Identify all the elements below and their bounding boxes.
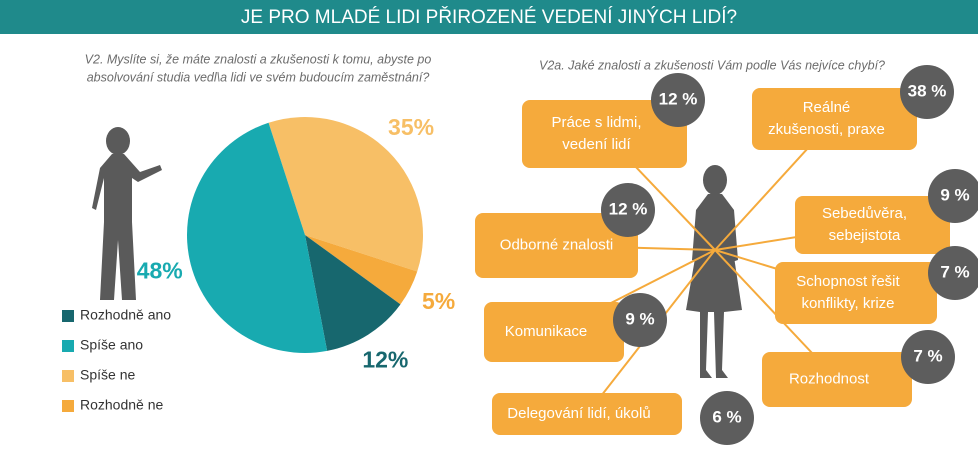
callout-box bbox=[484, 302, 624, 362]
callout-value: 7 % bbox=[913, 346, 942, 365]
callout-box bbox=[522, 100, 687, 168]
callout-label: Sebedůvěra, bbox=[822, 205, 907, 222]
callouts: Práce s lidmi, vedení lidí 12 % Reálné zkuše… bbox=[475, 65, 978, 445]
question: V2. Myslíte si, že máte znalosti a zkuše… bbox=[85, 52, 432, 66]
callout-value: 38 % bbox=[908, 81, 947, 100]
callout-label: konflikty, krize bbox=[801, 295, 894, 312]
legend-label: Spíše ano bbox=[80, 337, 143, 353]
callout-box bbox=[762, 352, 912, 407]
legend-swatch bbox=[62, 370, 74, 382]
pie-label: 35% bbox=[388, 114, 434, 140]
legend-swatch bbox=[62, 400, 74, 412]
pie-label: 48% bbox=[137, 257, 183, 283]
callout-value: 6 % bbox=[712, 407, 741, 426]
legend-swatch bbox=[62, 310, 74, 322]
legend-swatch bbox=[62, 340, 74, 352]
legend-label: Rozhodně ne bbox=[80, 397, 164, 413]
callout-label: vedení lidí bbox=[562, 136, 631, 153]
woman-silhouette-left bbox=[92, 127, 162, 300]
callout-box bbox=[475, 213, 638, 278]
header-bar bbox=[0, 0, 978, 34]
legend-label: Rozhodně ano bbox=[80, 307, 171, 323]
callout-label: Reálné bbox=[803, 99, 851, 116]
pie-slice bbox=[305, 235, 401, 351]
callout-box bbox=[752, 88, 917, 150]
callout-value: 12 % bbox=[659, 89, 698, 108]
woman-silhouette-right bbox=[686, 165, 742, 378]
pie: 35% 5% 12% 48% bbox=[137, 114, 456, 373]
callout-label: Práce s lidmi, bbox=[551, 114, 641, 131]
callout-label: Schopnost řešit bbox=[796, 273, 900, 290]
callout-badge bbox=[613, 293, 667, 347]
callout-badge bbox=[651, 73, 705, 127]
callout-label: zkušenosti, praxe bbox=[768, 121, 885, 138]
callout-label: Rozhodnost bbox=[789, 370, 870, 387]
callout-box bbox=[795, 196, 950, 254]
callout-badge bbox=[900, 65, 954, 119]
callout-label: Komunikace bbox=[505, 323, 588, 340]
pie-slice bbox=[187, 122, 328, 353]
question: V2a. Jaké znalosti a zkušenosti Vám podl… bbox=[539, 58, 885, 72]
callout-box bbox=[775, 262, 937, 324]
callout-value: 12 % bbox=[609, 199, 648, 218]
pie-label: 5% bbox=[422, 288, 455, 314]
callout-badge bbox=[901, 330, 955, 384]
pie-slice bbox=[305, 235, 418, 305]
pie-slice bbox=[268, 116, 424, 272]
callout-label: Delegování lidí, úkolů bbox=[507, 405, 650, 422]
legend-label: Spíše ne bbox=[80, 367, 135, 383]
header-title: JE PRO MLADÉ LIDI PŘIROZENÉ VEDENÍ JINÝC… bbox=[241, 6, 737, 28]
callout-label: Odborné znalosti bbox=[500, 236, 613, 253]
question: absolvování studia vedl\a lidi ve svém b… bbox=[87, 70, 430, 84]
callout-value: 9 % bbox=[625, 309, 654, 328]
callout-badge bbox=[700, 391, 754, 445]
callout-value: 9 % bbox=[940, 185, 969, 204]
callout-badge bbox=[601, 183, 655, 237]
legend: Rozhodně ano Spíše ano Spíše ne Rozhodně ne bbox=[62, 307, 171, 413]
callout-value: 7 % bbox=[940, 262, 969, 281]
callout-box bbox=[492, 393, 682, 435]
callout-badge bbox=[928, 169, 978, 223]
callout-label: sebejistota bbox=[829, 227, 901, 244]
pie-label: 12% bbox=[362, 347, 408, 373]
callout-badge bbox=[928, 246, 978, 300]
